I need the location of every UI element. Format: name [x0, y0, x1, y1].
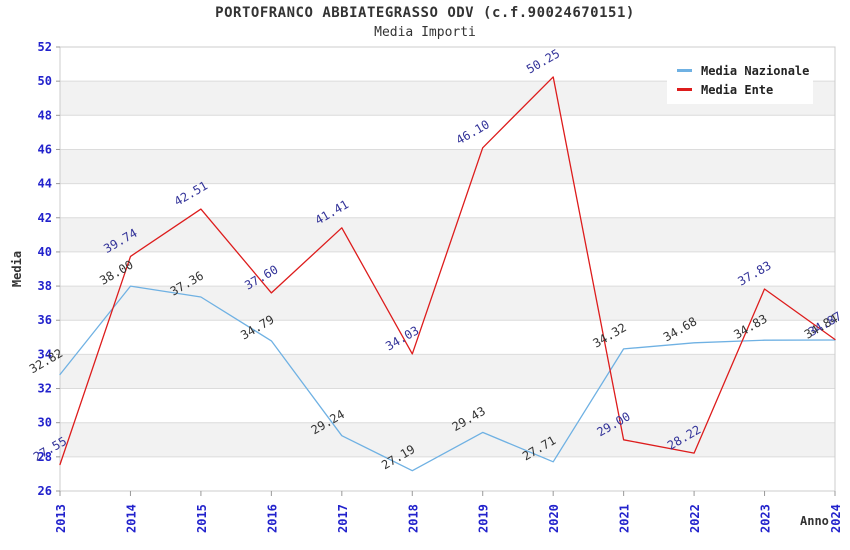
series-line-media-ente — [59, 76, 836, 466]
x-axis-title: Anno — [800, 514, 829, 528]
legend-label-media-ente: Media Ente — [701, 82, 774, 97]
chart-title: PORTOFRANCO ABBIATEGRASSO ODV (c.f.90024… — [215, 5, 635, 21]
y-tick-label: 36 — [38, 313, 52, 327]
y-tick-label: 50 — [38, 74, 52, 88]
data-label: 34.03 — [383, 323, 421, 353]
data-label: 50.25 — [524, 46, 562, 76]
y-tick-label: 42 — [38, 211, 52, 225]
x-tick-label: 2013 — [54, 504, 68, 533]
y-tick-label: 52 — [38, 40, 52, 54]
x-tick-label: 2018 — [406, 504, 420, 533]
legend-label-media-nazionale: Media Nazionale — [701, 63, 810, 78]
data-label: 34.32 — [590, 320, 628, 350]
legend-item-media-nazionale: Media Nazionale — [677, 61, 813, 80]
series-line-media-nazionale — [59, 285, 836, 472]
x-tick-label: 2016 — [265, 504, 279, 533]
y-tick-label: 28 — [38, 450, 52, 464]
data-label: 37.83 — [735, 258, 773, 288]
y-tick-label: 44 — [38, 177, 52, 191]
x-tick-label: 2019 — [477, 504, 491, 533]
data-label: 46.10 — [454, 117, 492, 147]
chart-subtitle: Media Importi — [374, 25, 476, 40]
x-tick-label: 2015 — [195, 504, 209, 533]
legend-swatch-media-ente — [677, 88, 692, 91]
x-tick-label: 2021 — [618, 504, 632, 533]
legend-item-media-ente: Media Ente — [677, 80, 813, 99]
y-tick-label: 46 — [38, 142, 52, 156]
y-tick-label: 40 — [38, 245, 52, 259]
grid-band — [60, 286, 835, 321]
legend: Media Nazionale Media Ente — [667, 56, 813, 104]
plot-border — [59, 46, 836, 492]
y-tick-label: 38 — [38, 279, 52, 293]
x-tick-label: 2020 — [547, 504, 561, 533]
x-tick-label: 2017 — [336, 504, 350, 533]
data-label: 38.00 — [97, 258, 135, 288]
y-tick-label: 34 — [38, 347, 52, 361]
y-tick-label: 32 — [38, 382, 52, 396]
x-tick-label: 2023 — [759, 504, 773, 533]
grid-band — [60, 354, 835, 389]
grid-band — [60, 217, 835, 252]
grid-band — [60, 149, 835, 184]
x-tick-label: 2014 — [124, 504, 138, 533]
legend-swatch-media-nazionale — [677, 69, 692, 72]
x-tick-label: 2022 — [688, 504, 702, 533]
y-tick-label: 30 — [38, 416, 52, 430]
y-tick-label: 48 — [38, 108, 52, 122]
x-tick-label: 2024 — [829, 504, 843, 533]
y-tick-label: 26 — [38, 484, 52, 498]
